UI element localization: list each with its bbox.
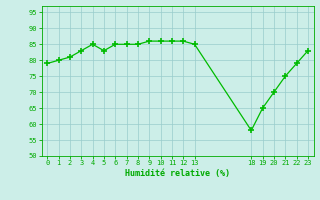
X-axis label: Humidité relative (%): Humidité relative (%)	[125, 169, 230, 178]
